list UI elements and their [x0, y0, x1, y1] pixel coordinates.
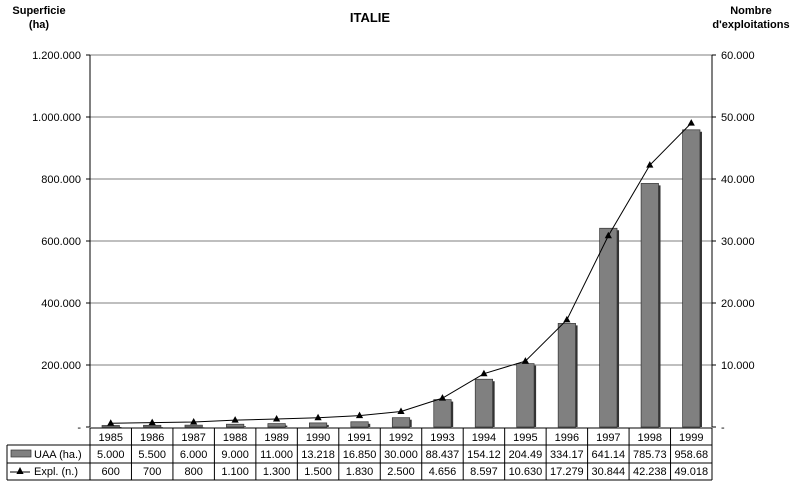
- point-expl: [687, 119, 695, 126]
- point-expl: [355, 411, 364, 419]
- y-right-tick-label: 30.000: [721, 236, 755, 248]
- y-left-tick-label: 1.200.000: [32, 50, 81, 62]
- x-tick-label: 1989: [264, 432, 288, 444]
- x-tick-label: 1991: [347, 432, 371, 444]
- data-label-expl: 4.656: [429, 466, 457, 478]
- y-right-tick-label: -: [721, 422, 725, 434]
- point-expl: [231, 416, 239, 423]
- data-label-uaa: 88.437: [426, 449, 460, 461]
- point-expl: [646, 161, 654, 168]
- x-tick-label: 1995: [513, 432, 537, 444]
- y-left-tick-label: -: [77, 422, 81, 434]
- data-label-uaa: 154.12: [467, 449, 501, 461]
- x-tick-label: 1987: [181, 432, 205, 444]
- y-right-tick-label: 10.000: [721, 360, 755, 372]
- data-label-expl: 2.500: [387, 466, 415, 478]
- data-label-uaa: 30.000: [384, 449, 418, 461]
- data-label-expl: 600: [102, 466, 120, 478]
- data-label-uaa: 6.000: [180, 449, 208, 461]
- bar-uaa: [640, 183, 659, 428]
- legend-key-uaa: [10, 449, 32, 458]
- point-expl: [190, 418, 198, 425]
- y-right-tick-label: 20.000: [721, 298, 755, 310]
- y-left-axis-title: Superficie (ha): [12, 5, 66, 31]
- data-label-expl: 30.844: [592, 466, 626, 478]
- data-label-expl: 1.100: [221, 466, 249, 478]
- point-expl: [521, 357, 529, 364]
- data-label-expl: 800: [184, 466, 202, 478]
- data-label-expl: 10.630: [509, 466, 543, 478]
- x-tick-label: 1986: [140, 432, 164, 444]
- y-left-tick-label: 200.000: [41, 360, 81, 372]
- data-label-uaa: 334.17: [550, 449, 584, 461]
- data-label-uaa: 958.68: [674, 449, 708, 461]
- bar-uaa: [599, 227, 618, 428]
- point-expl: [273, 414, 281, 422]
- data-label-expl: 42.238: [633, 466, 667, 478]
- x-tick-label: 1988: [223, 432, 247, 444]
- data-label-uaa: 9.000: [221, 449, 249, 461]
- data-label-expl: 1.500: [304, 466, 332, 478]
- x-tick-label: 1994: [472, 432, 496, 444]
- bar-uaa: [309, 422, 328, 428]
- data-label-expl: 1.300: [263, 466, 291, 478]
- data-label-expl: 700: [143, 466, 161, 478]
- bar-uaa: [433, 399, 452, 428]
- bar-uaa: [226, 423, 245, 428]
- y-left-tick-label: 600.000: [41, 236, 81, 248]
- bar-uaa: [516, 363, 535, 428]
- point-expl: [148, 418, 156, 426]
- data-label-uaa: 13.218: [301, 449, 335, 461]
- data-label-uaa: 16.850: [343, 449, 377, 461]
- y-right-tick-label: 60.000: [721, 50, 755, 62]
- data-label-uaa: 5.500: [138, 449, 166, 461]
- legend-label-expl: Expl. (n.): [34, 466, 78, 478]
- bar-uaa: [557, 323, 576, 428]
- point-expl: [397, 407, 405, 414]
- point-expl: [107, 419, 115, 426]
- point-expl: [604, 231, 612, 239]
- data-label-uaa: 11.000: [260, 449, 293, 461]
- legend-key-expl-marker: [16, 467, 24, 474]
- x-tick-label: 1990: [306, 432, 330, 444]
- bar-uaa: [143, 424, 162, 428]
- data-label-uaa: 641.14: [592, 449, 626, 461]
- point-expl: [480, 369, 488, 377]
- y-right-axis-title: Nombre d'exploitations: [712, 5, 790, 31]
- x-tick-label: 1993: [430, 432, 454, 444]
- x-tick-label: 1992: [389, 432, 413, 444]
- point-expl: [438, 394, 447, 401]
- legend-label-uaa: UAA (ha.): [34, 449, 82, 461]
- y-right-tick-label: 40.000: [721, 174, 755, 186]
- bar-uaa: [391, 417, 411, 428]
- data-label-uaa: 5.000: [97, 449, 125, 461]
- data-label-expl: 17.279: [550, 466, 584, 478]
- chart-title: ITALIE: [350, 10, 391, 25]
- data-label-uaa: 204.49: [509, 449, 543, 461]
- bar-uaa: [350, 421, 369, 428]
- data-label-expl: 8.597: [470, 466, 498, 478]
- x-tick-label: 1996: [555, 432, 579, 444]
- y-right-tick-label: 50.000: [721, 112, 755, 124]
- bar-uaa: [267, 423, 286, 428]
- bar-uaa: [682, 129, 701, 428]
- x-tick-label: 1985: [98, 432, 122, 444]
- bar-uaa: [184, 424, 203, 428]
- y-left-tick-label: 800.000: [41, 174, 81, 186]
- x-tick-label: 1998: [638, 432, 662, 444]
- point-expl: [563, 315, 571, 323]
- point-expl: [314, 413, 322, 421]
- x-tick-label: 1997: [596, 432, 620, 444]
- data-label-uaa: 785.73: [633, 449, 667, 461]
- y-left-tick-label: 400.000: [41, 298, 81, 310]
- data-label-expl: 1.830: [346, 466, 374, 478]
- y-left-tick-label: 1.000.000: [32, 112, 81, 124]
- bar-uaa: [474, 378, 493, 428]
- data-label-expl: 49.018: [674, 466, 708, 478]
- x-tick-label: 1999: [679, 432, 703, 444]
